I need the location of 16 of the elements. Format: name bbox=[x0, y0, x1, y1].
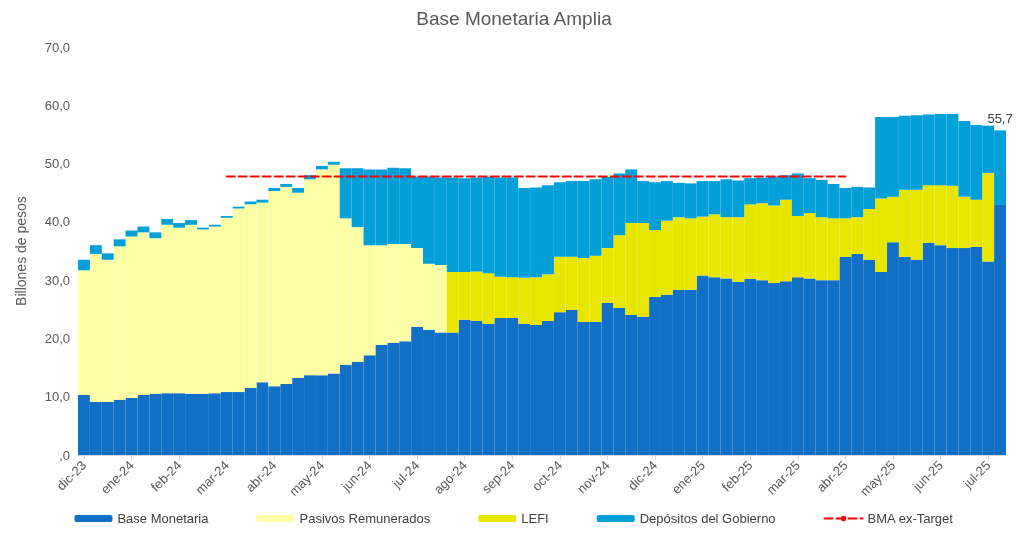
y-tick-label: 40,0 bbox=[44, 214, 70, 230]
legend-label: Base Monetaria bbox=[117, 511, 210, 526]
y-tick-label: 50,0 bbox=[44, 156, 70, 172]
y-tick-label: 20,0 bbox=[44, 330, 70, 346]
legend-label: LEFI bbox=[521, 511, 549, 526]
total-label: 55,7 bbox=[987, 111, 1013, 127]
chart-title: Base Monetaria Amplia bbox=[416, 8, 613, 29]
y-tick-label: 60,0 bbox=[44, 97, 70, 113]
legend-label: Pasivos Remunerados bbox=[299, 511, 431, 526]
y-axis-title: Billones de pesos bbox=[13, 196, 29, 306]
legend-label: Depósitos del Gobierno bbox=[639, 511, 776, 526]
y-tick-label: 10,0 bbox=[44, 389, 70, 405]
legend-label: BMA ex-Target bbox=[867, 511, 954, 526]
y-tick-label: 30,0 bbox=[44, 272, 70, 288]
y-tick-label: ,0 bbox=[59, 447, 70, 463]
y-tick-label: 70,0 bbox=[44, 39, 70, 55]
